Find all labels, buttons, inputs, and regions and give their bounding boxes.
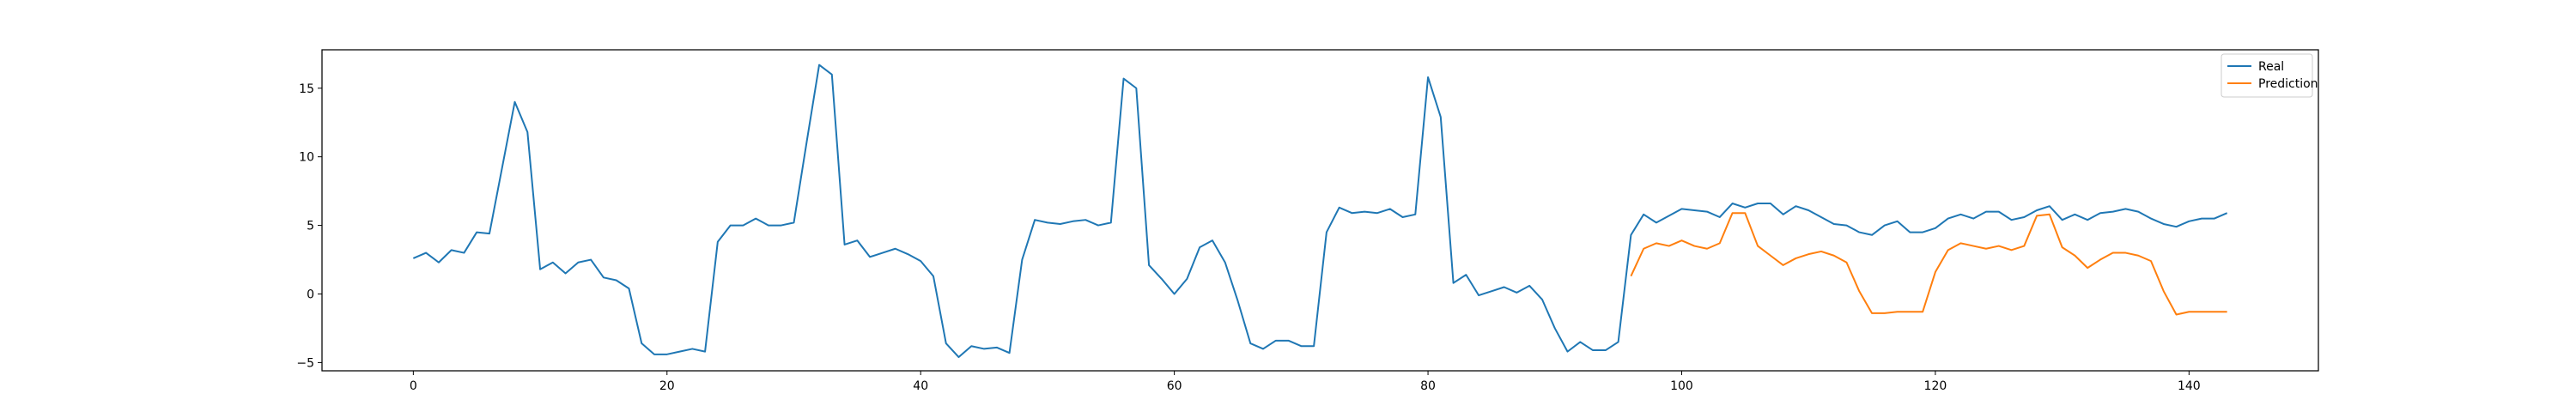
x-tick-label: 0 [410, 379, 417, 393]
legend-box [2221, 53, 2313, 98]
y-tick-label: 10 [299, 151, 314, 165]
x-axis: 0 20 40 60 80 100 120 140 [410, 371, 2201, 393]
legend-label-prediction: Prediction [2258, 77, 2318, 91]
series-line-real [412, 64, 2228, 359]
x-tick-label: 120 [1924, 379, 1947, 393]
y-tick-label: −5 [296, 356, 314, 370]
x-tick-label: 20 [659, 379, 675, 393]
legend: Real Prediction [2221, 53, 2318, 98]
x-tick-label: 100 [1670, 379, 1693, 393]
y-tick-label: 15 [299, 82, 314, 96]
y-tick-label: 0 [307, 288, 314, 301]
y-axis: −5 0 5 10 15 [296, 82, 322, 370]
x-tick-label: 40 [913, 379, 928, 393]
x-tick-label: 60 [1167, 379, 1182, 393]
y-tick-label: 5 [307, 220, 314, 233]
series-layer [412, 64, 2228, 359]
series-line-prediction [1630, 212, 2227, 316]
plot-background [322, 50, 2318, 371]
legend-label-real: Real [2258, 60, 2284, 74]
x-tick-label: 140 [2178, 379, 2201, 393]
x-tick-label: 80 [1420, 379, 1436, 393]
plot-frame [321, 49, 2319, 372]
